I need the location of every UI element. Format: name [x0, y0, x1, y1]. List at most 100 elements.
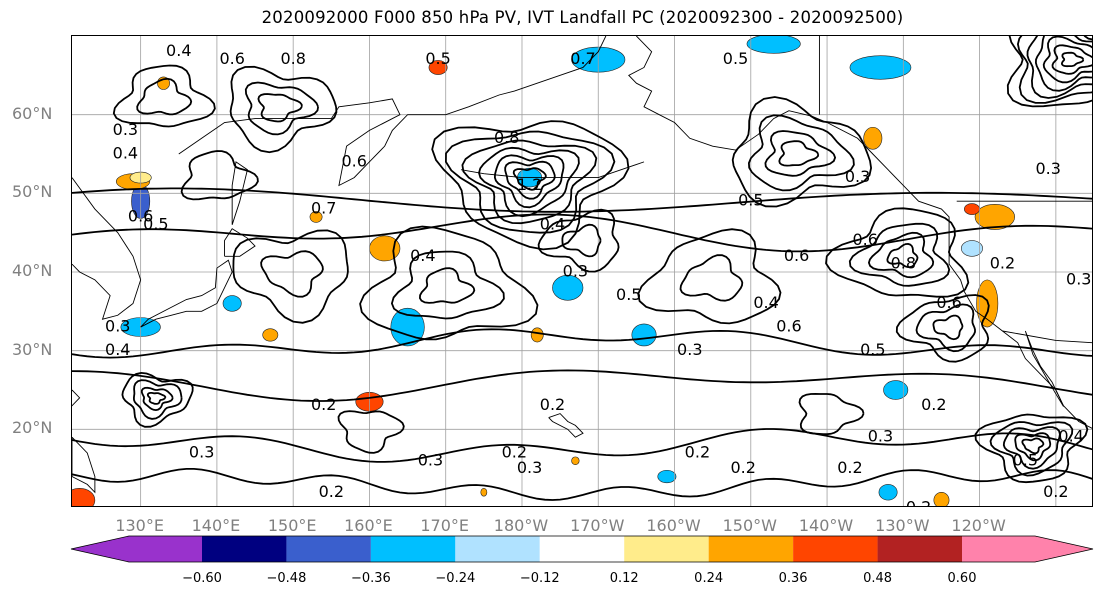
contour-label: 0.2	[906, 498, 931, 508]
shaded-anomaly-region	[960, 240, 983, 257]
colorbar-tick-label: 0.48	[863, 571, 893, 586]
pv-contour	[512, 167, 547, 191]
shaded-anomaly-region	[222, 295, 242, 312]
colorbar-outline	[70, 535, 1094, 563]
pv-contour	[731, 96, 873, 208]
colorbar-extend-min	[71, 536, 129, 562]
pv-contour	[1060, 51, 1085, 68]
contour-label: 0.3	[845, 167, 870, 186]
longitude-tick-label: 170°E	[420, 516, 470, 535]
contour-label: 0.3	[189, 442, 214, 461]
contour-label: 0.4	[540, 214, 565, 233]
colorbar-bin	[962, 536, 1035, 562]
pv-contour	[461, 139, 598, 225]
colorbar-bin	[202, 536, 287, 562]
pv-contour	[778, 140, 820, 167]
contour-label: 0.5	[1013, 450, 1038, 469]
pv-contour	[232, 229, 349, 324]
contour-label: 0.5	[738, 191, 763, 210]
pv-contour	[1026, 36, 1092, 99]
contour-label: 0.6	[128, 206, 153, 225]
pv-contour	[1002, 426, 1061, 470]
longitude-tick-label: 140°E	[191, 516, 241, 535]
pv-contour	[747, 114, 855, 192]
pv-contour	[390, 250, 505, 320]
shaded-anomaly-region	[309, 211, 323, 223]
contour-label: 0.8	[280, 49, 305, 68]
contour-label: 0.6	[219, 49, 244, 68]
shaded-anomaly-region	[552, 274, 584, 301]
pv-contour	[1042, 36, 1092, 84]
colorbar-tick-label: −0.48	[266, 571, 307, 586]
contour-label: 0.2	[921, 395, 946, 414]
contour-label: 0.5	[143, 214, 168, 233]
shaded-anomaly-region	[571, 456, 580, 466]
shaded-anomaly-region	[883, 380, 909, 400]
contour-label: 0.6	[936, 293, 961, 312]
coastline	[72, 389, 81, 407]
pv-contour	[561, 223, 602, 258]
contour-label: 0.4	[753, 293, 778, 312]
pv-contour	[72, 428, 1092, 463]
contour-label: 0.3	[1066, 269, 1091, 288]
contour-label: 0.2	[319, 482, 344, 501]
pv-contour	[932, 314, 964, 341]
pv-contour	[974, 413, 1089, 484]
latitude-tick-label: 60°N	[12, 103, 53, 123]
shaded-anomaly-region	[480, 488, 488, 497]
map-canvas: 0.4 0.6 0.8 0.50.80.60.71.20.40.30.50.40.50…	[72, 36, 1092, 508]
contour-label: 1.2	[517, 175, 542, 194]
longitude-tick-label: 130°E	[115, 516, 164, 535]
latitude-tick-label: 40°N	[12, 261, 53, 280]
map-title: 2020092000 F000 850 hPa PV, IVT Landfall…	[261, 8, 904, 27]
pv-contour	[72, 369, 1092, 402]
pv-contour	[1021, 437, 1045, 455]
colorbar-tick-label: 0.60	[947, 571, 977, 586]
pv-contour	[72, 328, 1092, 359]
pv-contour	[180, 150, 259, 201]
pv-contour	[1014, 432, 1052, 462]
contour-label: 0.4	[1058, 427, 1083, 446]
longitude-tick-label: 160°E	[344, 516, 393, 535]
shaded-anomaly-region	[746, 36, 801, 54]
colorbar-bin	[624, 536, 709, 562]
contour-label: 0.4	[113, 144, 138, 163]
pv-contour	[229, 65, 338, 154]
shaded-anomaly-region	[933, 491, 950, 506]
pv-contour	[257, 93, 303, 123]
coastline	[140, 259, 233, 328]
contour-label: 0.8	[891, 254, 916, 273]
longitude-tick-label: 140°W	[798, 516, 854, 535]
pv-contour	[637, 228, 782, 325]
contour-label: 0.2	[730, 458, 755, 477]
contour-label: 0.5	[425, 49, 450, 68]
pv-contour	[359, 225, 539, 341]
pv-contour	[431, 120, 630, 251]
contour-label: 0.6	[852, 230, 877, 249]
pv-contour	[895, 294, 990, 363]
contour-label: 0.2	[1043, 482, 1068, 501]
contour-label: 0.6	[776, 317, 801, 336]
colorbar-bin	[455, 536, 540, 562]
colorbar-tick-label: −0.36	[350, 571, 391, 586]
contour-label: 0.4	[410, 246, 435, 265]
coastline	[1024, 330, 1064, 407]
contour-label: 0.2	[540, 395, 565, 414]
map-plot-area[interactable]: 0.4 0.6 0.8 0.5 0.8 0.6 0.7 1.2 0.4 0.3 0.5 0.4 0.5 0…	[71, 35, 1093, 507]
contour-label: 0.2	[990, 254, 1015, 273]
coastline	[628, 36, 1092, 429]
pv-contour	[132, 379, 183, 420]
contour-label: 0.3	[1036, 159, 1061, 178]
pv-contour	[146, 391, 167, 405]
shaded-anomaly-region	[863, 126, 883, 150]
shaded-anomaly-region	[72, 488, 96, 506]
contour-label: 0.7	[570, 49, 595, 68]
shaded-anomaly-region	[262, 328, 279, 342]
latitude-tick-label: 30°N	[12, 339, 53, 359]
shaded-anomaly-region	[974, 204, 1015, 230]
shaded-anomaly-region	[390, 307, 425, 347]
pv-contour	[72, 213, 1092, 253]
longitude-tick-label: 160°W	[646, 516, 701, 535]
coastline	[178, 36, 607, 187]
contour-label: 0.6	[784, 246, 809, 265]
